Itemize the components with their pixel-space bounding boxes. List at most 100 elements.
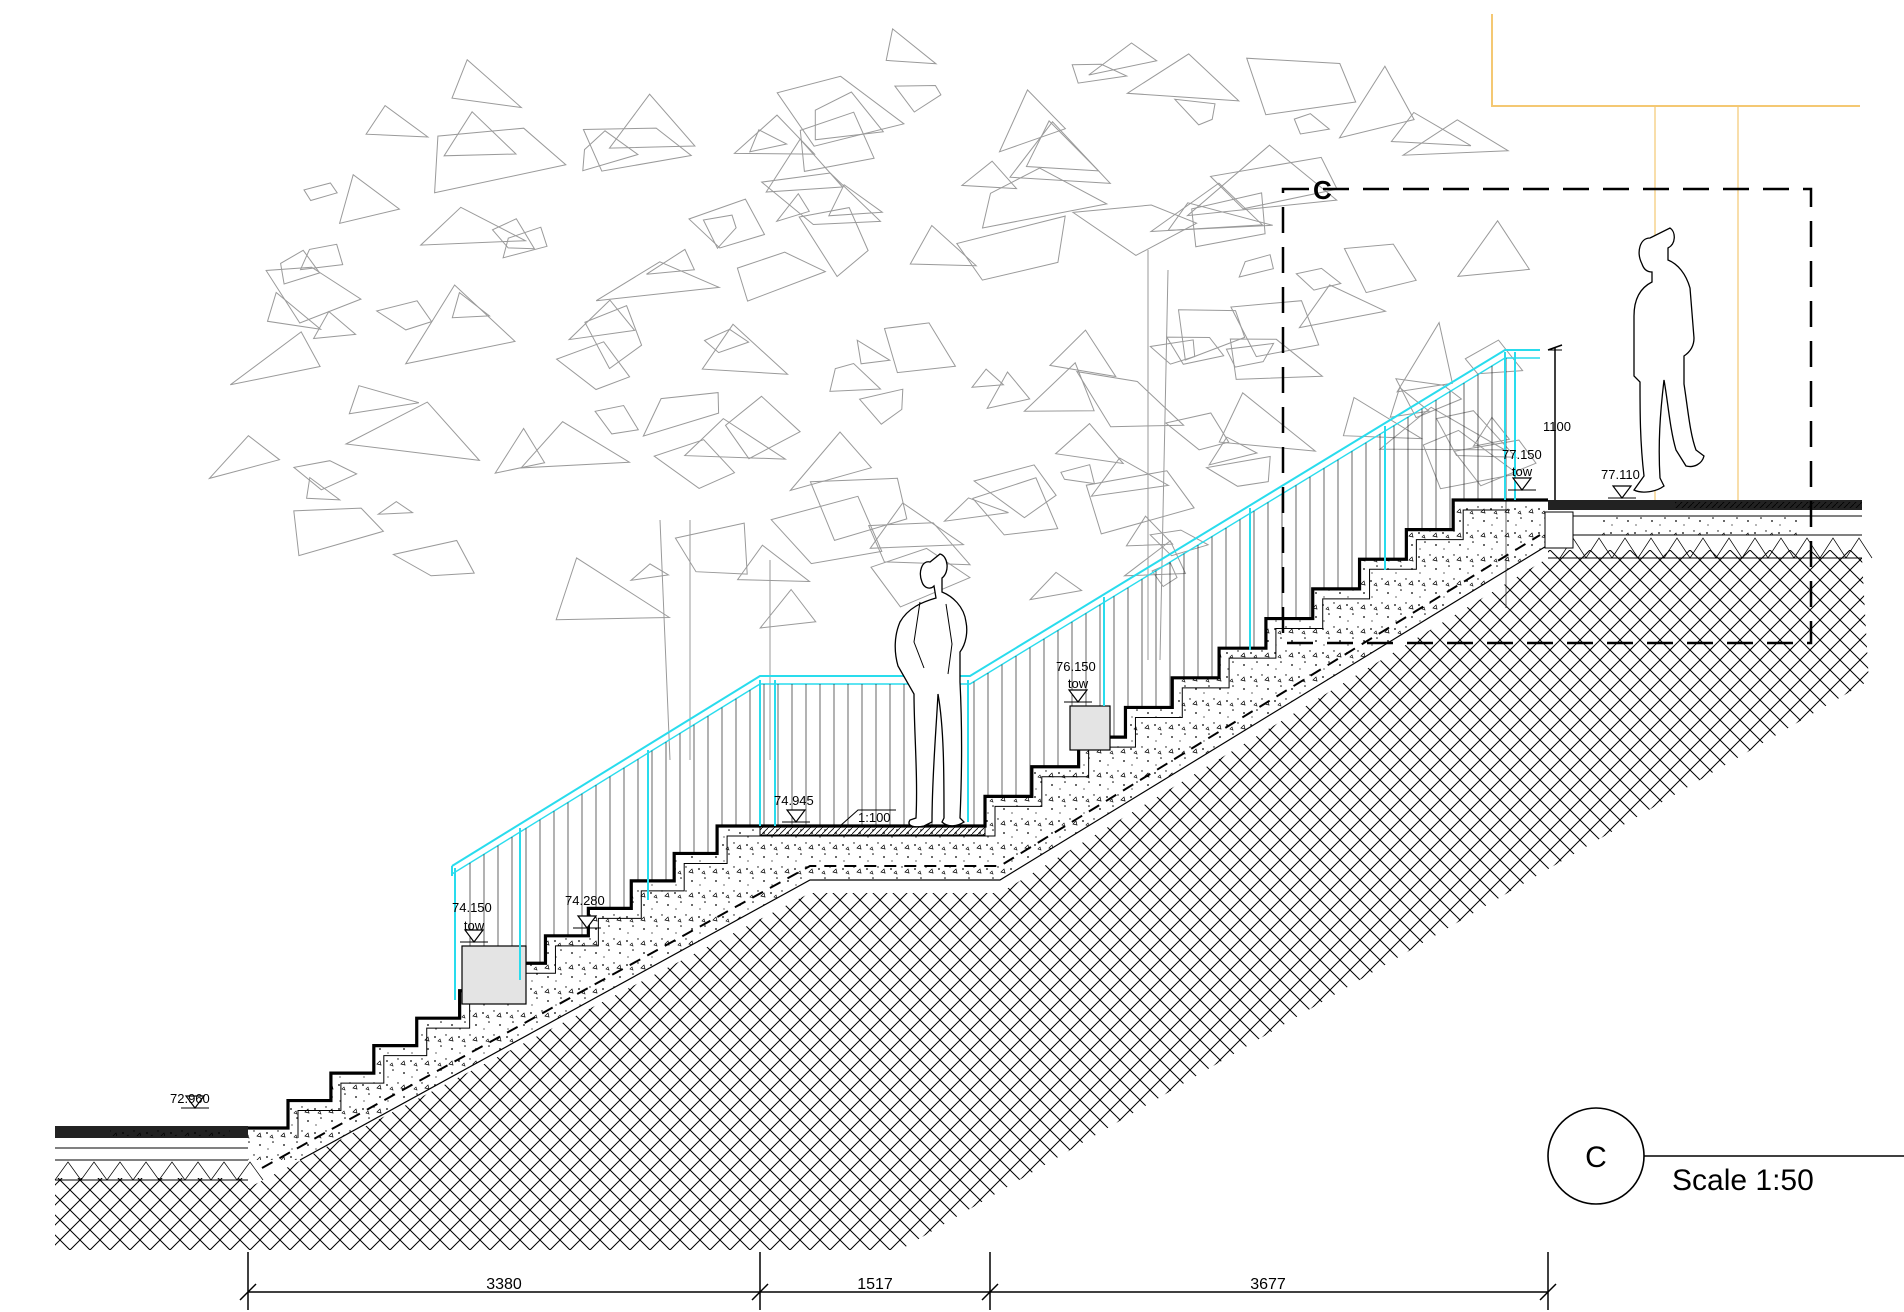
level-marker: 76.150 tow — [1056, 659, 1096, 703]
level-marker: 72.960 — [170, 1091, 210, 1109]
tree-leaf — [1028, 571, 1083, 601]
dimension-label-3: 3677 — [1250, 1276, 1286, 1293]
tree-leaf — [814, 91, 885, 141]
tree-leaf — [280, 249, 321, 285]
tree-leaf — [1298, 284, 1388, 329]
tree-leaf — [1060, 464, 1096, 485]
step-inner-line — [297, 509, 1510, 1138]
tree-leaf — [293, 507, 385, 557]
subbase-mark — [132, 1161, 160, 1181]
tree-leaf — [519, 421, 632, 469]
tree-leaf — [1456, 219, 1531, 278]
tree-leaf — [299, 243, 344, 271]
level-marker: 74.150 tow — [452, 900, 492, 943]
tree-leaf — [942, 497, 1009, 522]
tree-leaf — [1088, 42, 1158, 76]
tree-leaf — [344, 401, 481, 462]
tree-leaf — [375, 300, 433, 331]
tree-leaf — [775, 192, 811, 223]
tree-leaf — [1025, 120, 1100, 172]
tree-leaf — [1401, 119, 1510, 156]
handrail-second — [451, 357, 1540, 875]
tree-leaf — [1389, 386, 1431, 418]
tree-leaf — [1149, 529, 1210, 557]
tree-leaf — [1230, 300, 1320, 358]
tree-leaf — [688, 198, 766, 249]
scale-label: Scale 1:50 — [1672, 1164, 1814, 1197]
level-triangle — [184, 1095, 206, 1109]
tree-leaf — [827, 183, 884, 217]
tree-leaf — [1165, 336, 1225, 365]
tree-leaf — [1185, 144, 1338, 217]
tree-leaf — [759, 588, 817, 629]
level-value: 74.150 — [452, 900, 492, 915]
tree-leaf — [1342, 396, 1424, 440]
tree-leaf — [885, 27, 938, 65]
tree-leaf — [1167, 202, 1273, 231]
subbase-mark — [1689, 537, 1717, 559]
rail-height-label: 1100 — [1543, 419, 1571, 434]
tree-leaf — [1177, 309, 1246, 361]
person-arm-detail — [913, 601, 953, 675]
tree-leaf — [981, 167, 1109, 229]
rail-height-dimension: 1100 — [1543, 344, 1571, 500]
tree-leaf — [1338, 65, 1415, 139]
tree-leaf — [986, 371, 1031, 410]
concrete-underside — [299, 544, 1549, 1161]
tree-leaf — [646, 248, 696, 275]
mid-wall-cap — [1069, 705, 1111, 751]
level-triangle — [1511, 477, 1533, 491]
level-sub-label: tow — [1512, 464, 1533, 479]
tree-leaf — [348, 385, 420, 415]
tree-leaf — [776, 75, 906, 147]
slope-label: 1:100 — [858, 810, 891, 825]
tree-leaf — [1472, 416, 1511, 448]
level-sub-label: tow — [1068, 676, 1089, 691]
people-figures — [894, 227, 1705, 828]
tree-leaf — [1225, 342, 1275, 368]
subbase-mark — [1637, 537, 1665, 559]
tree-leaf — [1071, 204, 1198, 256]
level-marker: 77.150 tow — [1502, 447, 1542, 491]
tree-leaf — [608, 93, 696, 149]
tree-leaf — [1151, 562, 1178, 588]
tree-leaf — [809, 477, 908, 542]
subbase-mark — [1845, 537, 1873, 559]
level-value: 74.280 — [565, 893, 605, 908]
tree-leaf — [584, 305, 643, 370]
tree-leaf — [1229, 338, 1324, 380]
tree-leaf — [594, 404, 640, 435]
tree-leaf — [595, 261, 722, 302]
tree-leaf — [266, 291, 323, 330]
tree-leaf — [451, 58, 523, 109]
tree-leaf — [970, 368, 1005, 388]
subbase-mark — [1767, 537, 1795, 559]
tree-leaf — [893, 84, 942, 113]
subbase-mark — [184, 1161, 212, 1181]
subbase-mark — [1741, 537, 1769, 559]
earth-fade — [55, 660, 1904, 1312]
tree-leaf — [1238, 254, 1275, 278]
reinforcement-line — [261, 534, 1541, 1169]
level-value: 77.110 — [1601, 467, 1640, 482]
lower-wall-cap — [461, 945, 527, 1005]
tree-leaf — [1209, 156, 1338, 210]
tree-leaf — [306, 476, 342, 501]
tree-leaf — [971, 477, 1059, 536]
tree-leaf — [404, 284, 517, 365]
tree-leaf — [683, 417, 788, 460]
stair-flight — [248, 498, 1549, 1169]
level-value: 76.150 — [1056, 659, 1096, 674]
tree-leaf — [955, 215, 1066, 281]
tree-leaf — [419, 206, 528, 246]
subbase-mark — [236, 1161, 264, 1181]
tree-leaf — [1125, 515, 1174, 547]
tree-leaf — [1164, 412, 1230, 451]
tree-leaf — [1125, 53, 1241, 102]
level-triangle — [1067, 689, 1089, 703]
tree-leaf — [1205, 455, 1271, 487]
subbase-mark — [1585, 537, 1613, 559]
section-marker: C Scale 1:50 — [1547, 1107, 1904, 1205]
tree-leaf — [443, 111, 518, 157]
level-value: 77.150 — [1502, 447, 1542, 462]
